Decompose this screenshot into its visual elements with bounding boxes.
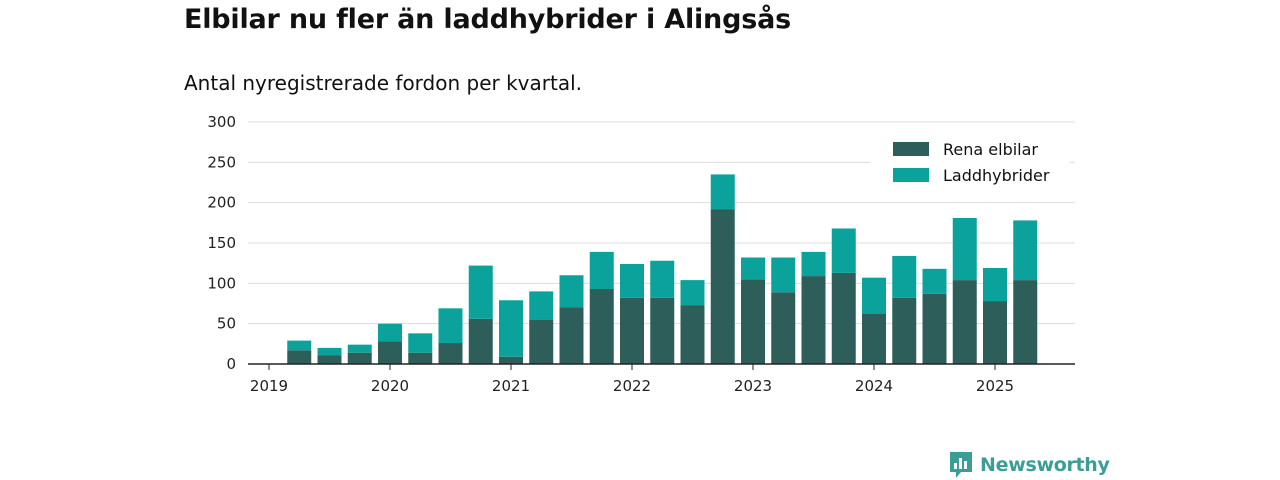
bar-rena-elbilar [741, 279, 765, 364]
bar-rena-elbilar [317, 355, 342, 364]
bar-laddhybrider [1013, 220, 1038, 281]
bar-rena-elbilar [620, 297, 644, 364]
bar-rena-elbilar [680, 305, 705, 364]
newsworthy-logo: Newsworthy [948, 450, 1110, 480]
bar-rena-elbilar [347, 352, 372, 364]
y-tick-label: 150 [207, 234, 236, 252]
y-tick-label: 0 [226, 355, 236, 373]
x-tick-label: 2021 [492, 377, 530, 395]
bar-rena-elbilar [983, 301, 1007, 364]
newsworthy-logo-text: Newsworthy [980, 454, 1110, 476]
bar-rena-elbilar [1013, 280, 1038, 364]
legend-label-hybrid: Laddhybrider [943, 166, 1050, 185]
bar-rena-elbilar [378, 341, 402, 364]
bar-laddhybrider [317, 347, 342, 356]
chart-title: Elbilar nu fler än laddhybrider i Alings… [184, 4, 791, 35]
bar-laddhybrider [529, 291, 554, 320]
bar-rena-elbilar [710, 209, 735, 364]
bar-laddhybrider [408, 333, 433, 353]
legend-label-electric: Rena elbilar [943, 140, 1038, 159]
bar-laddhybrider [287, 340, 312, 351]
legend: Rena elbilar Laddhybrider [870, 134, 1070, 192]
bar-rena-elbilar [952, 280, 977, 364]
y-tick-label: 100 [207, 274, 236, 292]
bar-rena-elbilar [499, 356, 523, 364]
y-tick-label: 250 [207, 153, 236, 171]
bar-laddhybrider [650, 260, 675, 298]
bar-laddhybrider [438, 308, 463, 344]
bar-laddhybrider [771, 257, 796, 293]
bar-laddhybrider [741, 257, 765, 280]
bar-rena-elbilar [529, 319, 554, 364]
bar-rena-elbilar [862, 313, 886, 364]
bar-laddhybrider [892, 255, 917, 298]
bar-rena-elbilar [589, 288, 614, 364]
legend-swatch-hybrid [893, 168, 929, 182]
bar-rena-elbilar [408, 352, 433, 364]
bar-rena-elbilar [801, 276, 826, 364]
bar-laddhybrider [499, 300, 523, 357]
bar-laddhybrider [378, 323, 402, 342]
x-axis-ticks: 2019 2020 2021 2022 2023 2024 2025 [250, 364, 1014, 395]
x-tick-label: 2020 [371, 377, 409, 395]
legend-swatch-electric [893, 142, 929, 156]
bar-laddhybrider [680, 280, 705, 306]
bar-rena-elbilar [922, 293, 947, 364]
x-tick-label: 2023 [734, 377, 772, 395]
x-tick-label: 2019 [250, 377, 288, 395]
y-tick-label: 50 [217, 315, 236, 333]
x-tick-label: 2024 [855, 377, 893, 395]
bars [287, 174, 1038, 364]
bar-laddhybrider [620, 263, 644, 298]
bar-rena-elbilar [892, 297, 917, 364]
x-tick-label: 2025 [976, 377, 1014, 395]
bar-laddhybrider [559, 275, 584, 308]
bar-laddhybrider [862, 277, 886, 314]
bar-rena-elbilar [771, 292, 796, 364]
bar-rena-elbilar [650, 297, 675, 364]
y-tick-label: 300 [207, 113, 236, 131]
bar-laddhybrider [831, 228, 856, 273]
bar-laddhybrider [983, 268, 1007, 302]
bar-laddhybrider [952, 217, 977, 281]
y-axis-ticks: 0 50 100 150 200 250 300 [207, 113, 236, 373]
bar-rena-elbilar [287, 350, 312, 364]
bar-laddhybrider [710, 174, 735, 210]
bar-laddhybrider [801, 251, 826, 277]
bar-laddhybrider [589, 251, 614, 289]
y-tick-label: 200 [207, 194, 236, 212]
bar-laddhybrider [468, 265, 493, 319]
chart-subtitle: Antal nyregistrerade fordon per kvartal. [184, 71, 583, 95]
bar-laddhybrider [347, 344, 372, 353]
x-tick-label: 2022 [613, 377, 651, 395]
bar-laddhybrider [922, 268, 947, 294]
newsworthy-logo-icon [950, 452, 972, 478]
bar-rena-elbilar [831, 272, 856, 364]
bar-rena-elbilar [438, 343, 463, 364]
bar-rena-elbilar [559, 307, 584, 364]
bar-rena-elbilar [468, 318, 493, 364]
